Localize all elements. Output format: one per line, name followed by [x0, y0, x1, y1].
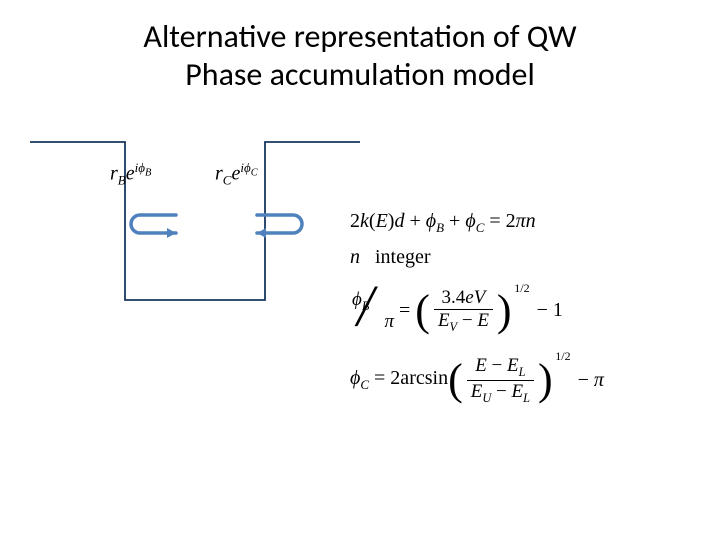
uturn-arrow-left — [131, 215, 176, 238]
equations: 2k(E)d + ϕB + ϕC = 2πn n integer ϕB ╱ π … — [350, 210, 690, 415]
label-rC: rCeiϕC — [215, 160, 258, 189]
well-outline — [30, 142, 360, 300]
well-diagram — [30, 130, 380, 330]
slide-title: Alternative representation of QW Phase a… — [0, 18, 720, 95]
label-rB: rBeiϕB — [110, 160, 151, 189]
eq-phiB: ϕB ╱ π = ( 3.4eV EV − E ) 1/2 − 1 — [350, 287, 690, 335]
eq-phase: 2k(E)d + ϕB + ϕC = 2πn — [350, 210, 690, 236]
uturn-arrow-right — [257, 215, 302, 238]
title-line1: Alternative representation of QW — [143, 17, 576, 56]
eq-phiC: ϕC = 2arcsin ( E − EL EU − EL ) 1/2 − π — [350, 355, 690, 406]
title-line2: Phase accumulation model — [185, 55, 535, 94]
eq-n-integer: n integer — [350, 246, 690, 269]
